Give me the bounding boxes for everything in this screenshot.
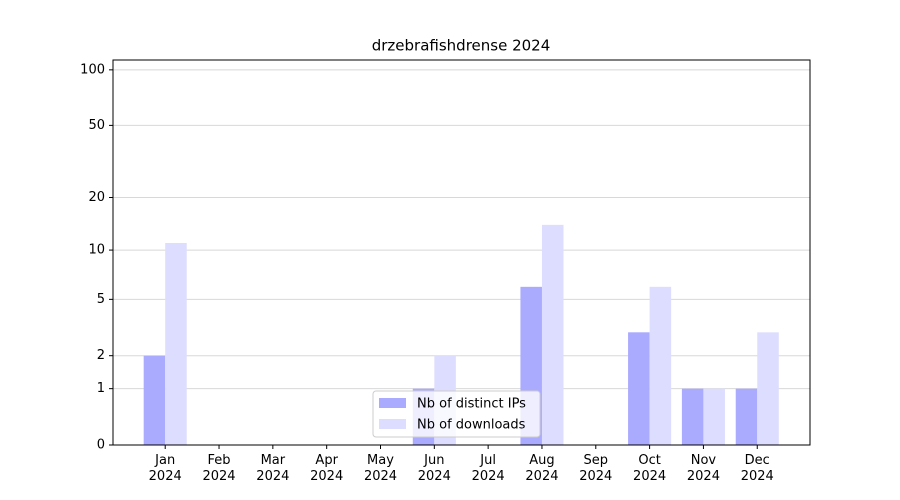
bar [541, 224, 564, 445]
bar [735, 388, 758, 445]
plot-frame [112, 59, 811, 446]
x-tick-label: Aug 2024 [525, 453, 559, 484]
bar [649, 286, 672, 445]
y-tick-label: 5 [97, 292, 105, 307]
chart-title: drzebrafishdrense 2024 [372, 37, 551, 55]
x-tick-label: Jul 2024 [471, 453, 505, 484]
x-tick-label: Dec 2024 [740, 453, 774, 484]
y-tick-label: 50 [88, 118, 105, 133]
x-tick-label: Sep 2024 [579, 453, 613, 484]
y-tick-label: 2 [97, 348, 105, 363]
legend-label: Nb of downloads [417, 418, 526, 433]
legend-swatch [379, 398, 406, 408]
y-tick-label: 1 [97, 381, 105, 396]
y-tick-label: 20 [88, 190, 105, 205]
x-tick-label: Mar 2024 [256, 453, 290, 484]
bar [703, 388, 725, 445]
bar [757, 332, 779, 445]
bar [165, 243, 187, 445]
x-tick-label: Jun 2024 [417, 453, 451, 484]
y-tick-label: 100 [80, 62, 105, 77]
legend-box [372, 390, 541, 438]
x-tick-label: Jan 2024 [148, 453, 182, 484]
legend-swatch [379, 419, 406, 429]
x-tick-label: Feb 2024 [202, 453, 236, 484]
legend: Nb of distinct IPs Nb of downloads [372, 390, 541, 438]
bar [143, 355, 166, 445]
y-tick-label: 0 [97, 438, 105, 453]
x-tick-label: Nov 2024 [686, 453, 720, 484]
x-tick-label: Apr 2024 [310, 453, 344, 484]
x-tick-label: May 2024 [363, 453, 398, 484]
bar [628, 332, 650, 445]
x-tick-label: Oct 2024 [633, 453, 667, 484]
legend-label: Nb of distinct IPs [417, 397, 526, 412]
y-tick-label: 10 [88, 243, 105, 258]
bar [681, 388, 704, 445]
